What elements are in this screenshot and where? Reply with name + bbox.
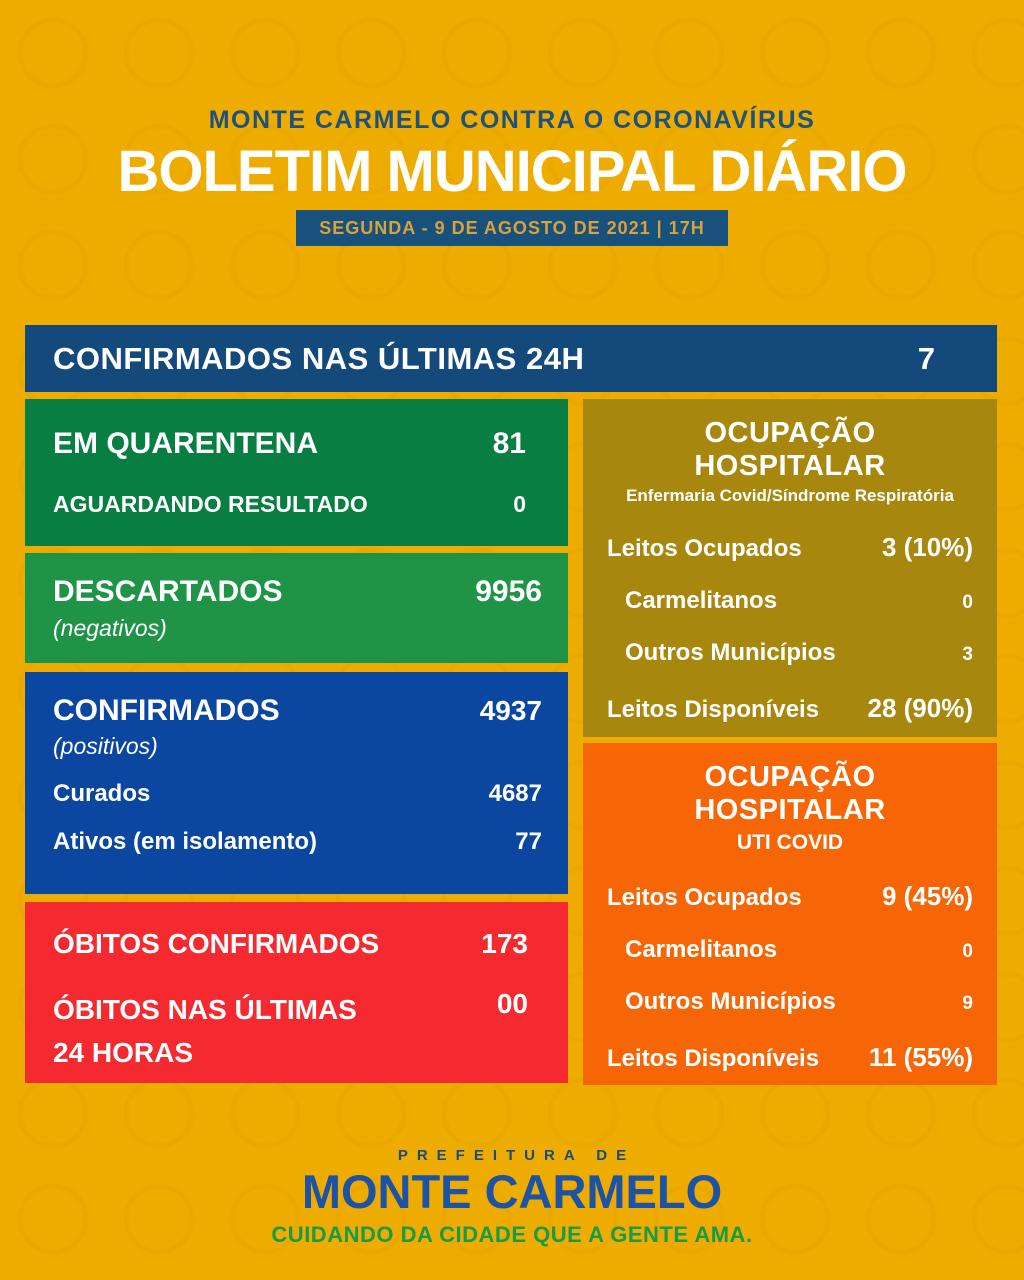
ward-occupied-value: 3 (10%) (881, 532, 973, 562)
confirmed-row: CONFIRMADOS 4937 (53, 694, 542, 728)
ward-carmelitanos-label: Carmelitanos (625, 587, 778, 614)
confirmed-label: CONFIRMADOS (53, 694, 280, 727)
confirmed-24h-label: CONFIRMADOS NAS ÚLTIMAS 24H (53, 340, 585, 376)
awaiting-result-value: 0 (513, 491, 526, 517)
discarded-box: DESCARTADOS 9956 (negativos) (25, 553, 568, 663)
awaiting-result-row: AGUARDANDO RESULTADO 0 (53, 491, 526, 518)
confirmed-24h-value: 7 (917, 340, 935, 376)
date-badge: SEGUNDA - 9 DE AGOSTO DE 2021 | 17H (296, 210, 728, 246)
discarded-label: DESCARTADOS (53, 575, 283, 608)
ward-occupancy-box: OCUPAÇÃO HOSPITALAR Enfermaria Covid/Sín… (583, 399, 997, 737)
icu-carmelitanos-row: Carmelitanos 0 (607, 936, 973, 964)
footer-city-logo: MONTE CARMELO (301, 1165, 723, 1218)
icu-available-row: Leitos Disponíveis 11 (55%) (607, 1042, 973, 1073)
ward-available-row: Leitos Disponíveis 28 (90%) (607, 693, 973, 724)
deaths-confirmed-label: ÓBITOS CONFIRMADOS (53, 928, 380, 959)
quarantine-label: EM QUARENTENA (53, 427, 319, 460)
deaths-confirmed-value: 173 (481, 928, 528, 959)
icu-occupied-label: Leitos Ocupados (607, 884, 802, 911)
ward-carmelitanos-row: Carmelitanos 0 (607, 587, 973, 615)
deaths-24h-row: ÓBITOS NAS ÚLTIMAS 24 HORAS 00 (53, 988, 528, 1075)
ward-subtitle: Enfermaria Covid/Síndrome Respiratória (626, 486, 954, 505)
icu-available-label: Leitos Disponíveis (607, 1045, 820, 1072)
discarded-sublabel: (negativos) (53, 615, 167, 641)
deaths-24h-label: ÓBITOS NAS ÚLTIMAS 24 HORAS (53, 988, 357, 1075)
icu-occupied-value: 9 (45%) (881, 881, 973, 911)
active-label: Ativos (em isolamento) (53, 828, 318, 855)
footer-tagline: CUIDANDO DA CIDADE QUE A GENTE AMA. (271, 1222, 753, 1247)
ward-available-label: Leitos Disponíveis (607, 696, 820, 723)
cured-row: Curados 4687 (53, 780, 542, 808)
deaths-24h-value: 00 (496, 988, 528, 1019)
icu-occupancy-box: OCUPAÇÃO HOSPITALAR UTI COVID Leitos Ocu… (583, 743, 997, 1085)
cured-label: Curados (53, 780, 151, 807)
active-row: Ativos (em isolamento) 77 (53, 828, 542, 856)
discarded-value: 9956 (475, 575, 542, 608)
quarantine-value: 81 (492, 427, 526, 460)
awaiting-result-label: AGUARDANDO RESULTADO (53, 491, 368, 517)
ward-available-value: 28 (90%) (867, 693, 974, 723)
quarantine-box: EM QUARENTENA 81 AGUARDANDO RESULTADO 0 (25, 399, 568, 546)
icu-other-cities-row: Outros Municípios 9 (607, 988, 973, 1016)
discarded-row: DESCARTADOS 9956 (53, 575, 542, 609)
icu-subtitle: UTI COVID (736, 831, 844, 854)
confirmed-sublabel: (positivos) (53, 733, 158, 759)
page-title: BOLETIM MUNICIPAL DIÁRIO (117, 139, 907, 204)
footer-pre-title: PREFEITURA DE (397, 1147, 636, 1164)
icu-carmelitanos-label: Carmelitanos (625, 936, 778, 963)
icu-carmelitanos-value: 0 (962, 941, 973, 962)
ward-occupied-label: Leitos Ocupados (607, 535, 802, 562)
deaths-24h-label-line2: 24 HORAS (53, 1037, 194, 1069)
cured-value: 4687 (488, 780, 542, 807)
ward-other-cities-label: Outros Municípios (625, 639, 836, 666)
deaths-box: ÓBITOS CONFIRMADOS 173 ÓBITOS NAS ÚLTIMA… (25, 902, 568, 1083)
quarantine-row: EM QUARENTENA 81 (53, 427, 526, 461)
deaths-confirmed-row: ÓBITOS CONFIRMADOS 173 (53, 928, 528, 960)
ward-other-cities-row: Outros Municípios 3 (607, 639, 973, 667)
icu-other-cities-value: 9 (962, 993, 973, 1014)
icu-available-value: 11 (55%) (868, 1042, 973, 1072)
active-value: 77 (515, 828, 542, 855)
confirmed-24h-bar: CONFIRMADOS NAS ÚLTIMAS 24H 7 (25, 325, 997, 392)
deaths-24h-label-line1: ÓBITOS NAS ÚLTIMAS (53, 994, 357, 1025)
confirmed-box: CONFIRMADOS 4937 (positivos) Curados 468… (25, 672, 568, 894)
icu-other-cities-label: Outros Municípios (625, 988, 836, 1015)
confirmed-value: 4937 (479, 695, 542, 726)
icu-title: OCUPAÇÃO HOSPITALAR (694, 761, 886, 826)
ward-carmelitanos-value: 0 (962, 592, 973, 613)
ward-occupied-row: Leitos Ocupados 3 (10%) (607, 532, 973, 563)
ward-title: OCUPAÇÃO HOSPITALAR (694, 417, 886, 482)
icu-occupied-row: Leitos Ocupados 9 (45%) (607, 881, 973, 912)
ward-other-cities-value: 3 (962, 644, 973, 665)
header-top-line: MONTE CARMELO CONTRA O CORONAVÍRUS (208, 106, 816, 134)
